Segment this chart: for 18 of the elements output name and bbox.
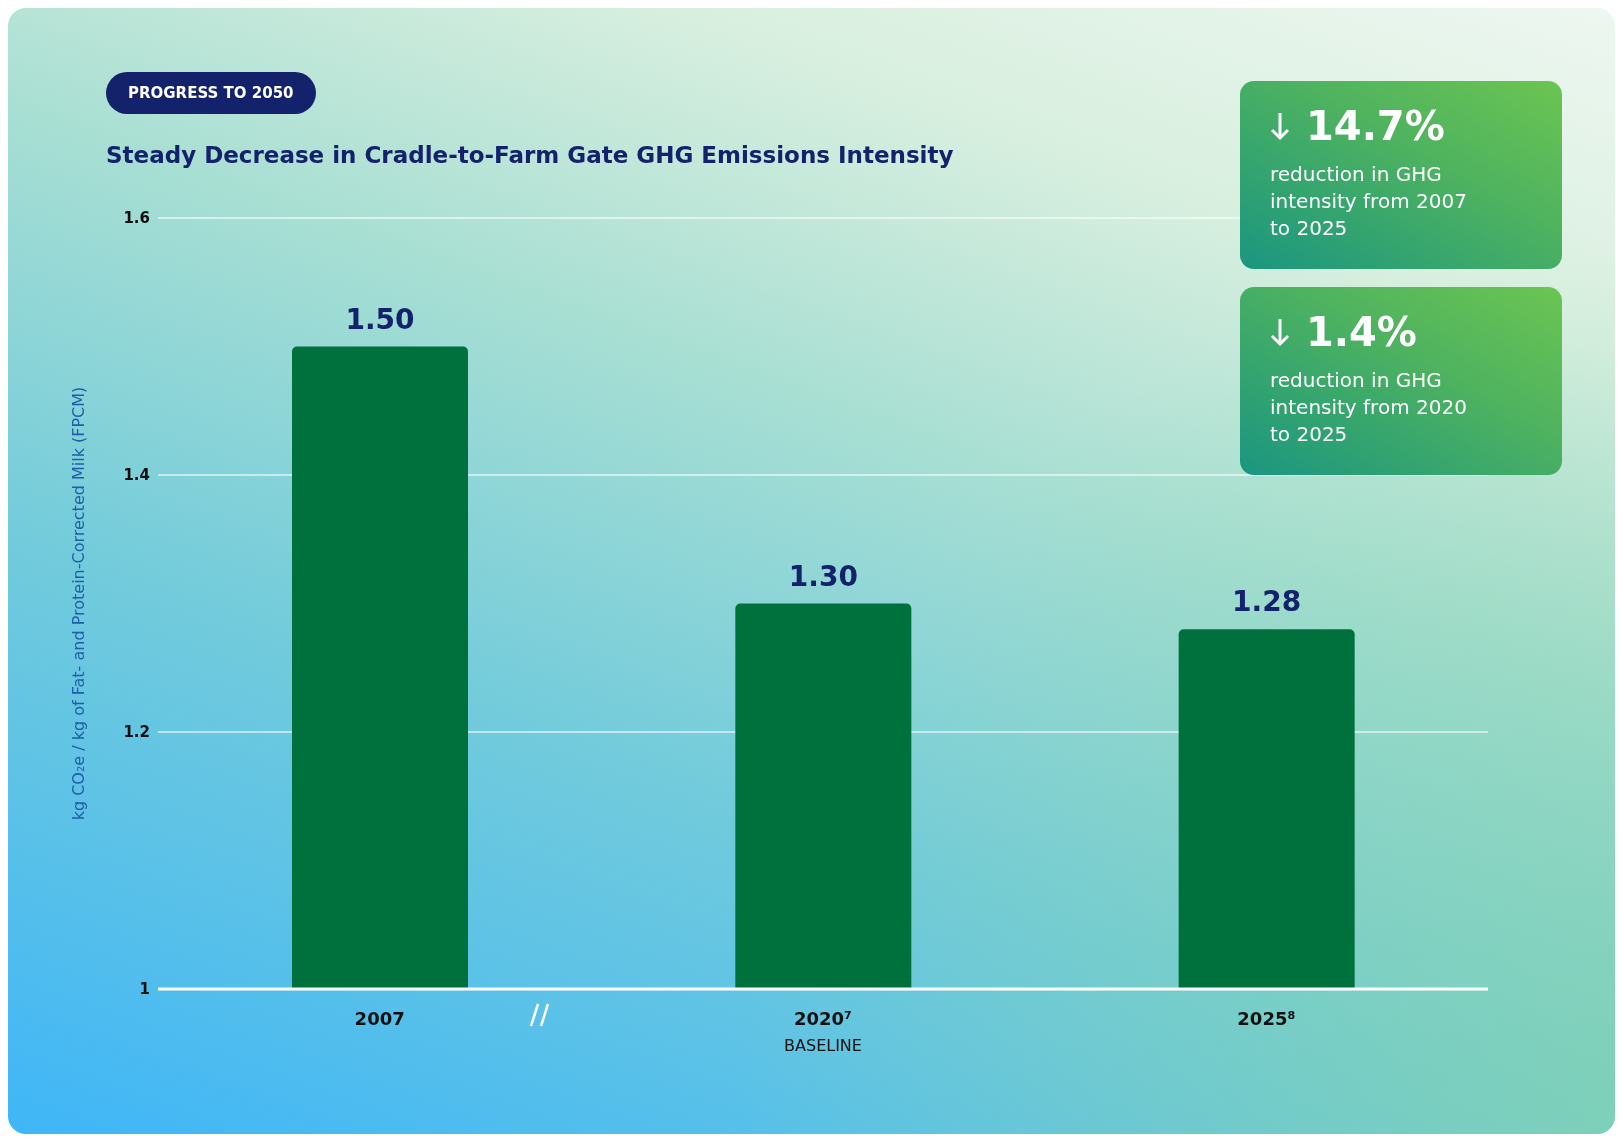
annotation: reduction in GHG intensity from 2007 to 2025 — [1270, 161, 1468, 242]
x-tick-label: 2025⁸ — [1237, 1008, 1296, 1029]
annotation: 1.4% — [1306, 309, 1417, 355]
data-label: 1.28 — [1232, 585, 1302, 619]
data-label: 1.30 — [788, 559, 858, 593]
text: BASELINE — [784, 1036, 862, 1055]
y-axis-title: kg CO₂e / kg of Fat- and Protein-Corrected Milk (FPCM) — [68, 386, 88, 821]
y-tick-label: 1.6 — [123, 209, 150, 228]
annotation: reduction in GHG intensity from 2020 to 2025 — [1270, 367, 1468, 448]
x-tick-label: 2007 — [354, 1008, 405, 1029]
chart-title: Steady Decrease in Cradle-to-Farm Gate GHG Emissions Intensity — [106, 142, 954, 168]
y-tick-label: 1.4 — [123, 466, 150, 485]
text: PROGRESS TO 2050 — [106, 72, 316, 114]
y-tick-label: 1 — [139, 980, 150, 999]
text: 14.7% — [1306, 103, 1445, 149]
data-label: 1.50 — [345, 302, 415, 336]
x-tick-label: 2020⁷ — [794, 1008, 852, 1029]
y-tick-label: 1.2 — [123, 723, 150, 742]
